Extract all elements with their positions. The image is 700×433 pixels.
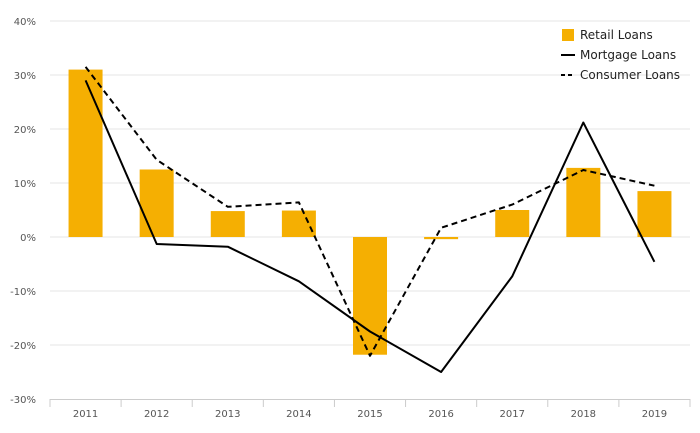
bar-retail-loans — [139, 169, 174, 237]
legend-label: Consumer Loans — [580, 68, 680, 82]
axes: 40% 30% 20% 10% 0% -10% -20% -30% 2011 2012 2013 20… — [10, 17, 691, 420]
y-tick-label: 40% — [14, 17, 36, 28]
legend-label: Retail Loans — [580, 28, 653, 42]
x-tick-label: 2017 — [499, 409, 524, 420]
y-tick-label: 20% — [14, 125, 36, 136]
y-tick-label: -20% — [10, 341, 36, 352]
x-tick-label: 2014 — [286, 409, 311, 420]
legend-swatch-retail-loans — [562, 29, 574, 41]
y-tick-label: 30% — [14, 71, 36, 82]
x-tick-label: 2012 — [144, 409, 169, 420]
y-tick-label: -10% — [10, 287, 36, 298]
bar-retail-loans — [424, 237, 459, 240]
x-tick-label: 2011 — [73, 409, 98, 420]
line-consumer-loans — [84, 66, 655, 357]
bar-retail-loans — [68, 69, 103, 237]
bar-retail-loans — [495, 210, 530, 237]
y-tick-label: -30% — [10, 395, 36, 406]
line-mortgage-loans — [84, 80, 656, 373]
bar-retail-loans — [281, 210, 316, 237]
y-tick-label: 0% — [20, 233, 36, 244]
x-tick-label: 2019 — [642, 409, 667, 420]
line-series — [84, 66, 656, 373]
bar-retail-loans — [353, 237, 387, 355]
legend: Retail Loans Mortgage Loans Consumer Loans — [561, 28, 680, 82]
bar-retail-loans — [210, 211, 245, 237]
x-tick-label: 2018 — [571, 409, 596, 420]
y-tick-label: 10% — [14, 179, 36, 190]
bar-retail-loans — [566, 167, 601, 237]
legend-label: Mortgage Loans — [580, 48, 676, 62]
bar-retail-loans — [637, 191, 672, 237]
retail-loans-bars — [68, 69, 672, 355]
x-tick-label: 2016 — [428, 409, 453, 420]
x-tick-label: 2015 — [357, 409, 382, 420]
x-tick-label: 2013 — [215, 409, 240, 420]
